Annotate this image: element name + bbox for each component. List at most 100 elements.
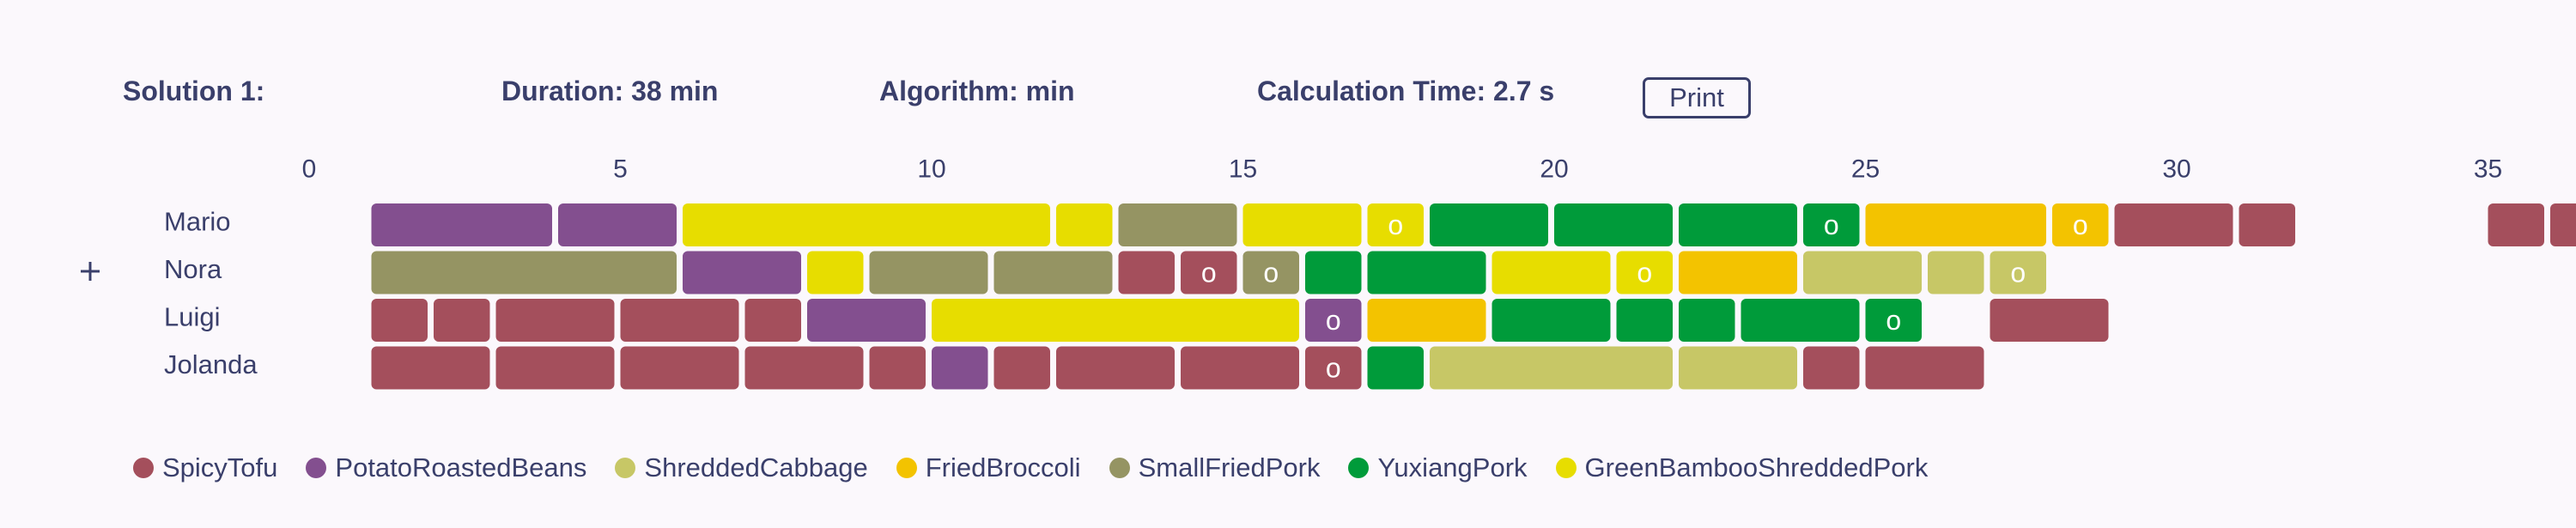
- task-bar: [1430, 203, 1548, 246]
- task-bar: [807, 251, 864, 294]
- legend-swatch: [306, 458, 327, 478]
- task-bar: [1679, 299, 1735, 342]
- task-bar: [1492, 299, 1611, 342]
- print-button[interactable]: Print: [1643, 77, 1751, 118]
- task-bar: [744, 346, 864, 390]
- x-tick-label: 0: [302, 155, 317, 184]
- legend-item: GreenBambooShreddedPork: [1555, 452, 1929, 483]
- task-bar: [1118, 203, 1237, 246]
- task-bar: [1803, 346, 1860, 390]
- legend-item: YuxiangPork: [1348, 452, 1528, 483]
- task-label: o: [1824, 209, 1839, 240]
- duration-label: Duration: 38 min: [501, 76, 719, 106]
- legend-swatch: [1348, 458, 1370, 478]
- task-bar: [1242, 203, 1362, 246]
- task-bar: [620, 346, 739, 390]
- task-bar: [1118, 251, 1175, 294]
- task-bar: [1741, 299, 1860, 342]
- legend-label: YuxiangPork: [1377, 452, 1528, 482]
- task-label: o: [1326, 305, 1341, 336]
- task-bar: [1367, 203, 1424, 246]
- legend-swatch: [615, 458, 636, 478]
- task-bar: [1367, 299, 1486, 342]
- task-bar: [1803, 251, 1922, 294]
- task-bar: [869, 251, 988, 294]
- task-bar: [1865, 203, 2046, 246]
- task-bar: [434, 299, 490, 342]
- task-bar: [1305, 346, 1362, 390]
- legend-label: PotatoRoastedBeans: [335, 452, 587, 482]
- task-label: o: [1201, 258, 1217, 288]
- task-bar: [1990, 299, 2109, 342]
- task-bar: [558, 203, 677, 246]
- task-bar: [1865, 299, 1922, 342]
- task-bar: [2114, 203, 2233, 246]
- task-bar: [1056, 346, 1175, 390]
- legend-swatch: [1109, 458, 1130, 478]
- legend: SpicyTofu PotatoRoastedBeans ShreddedCabba…: [133, 452, 1956, 483]
- task-bar: [1803, 203, 1860, 246]
- task-bar: [371, 203, 552, 246]
- task-bar: [1430, 346, 1673, 390]
- expand-icon[interactable]: [81, 262, 100, 281]
- x-tick-label: 10: [917, 155, 945, 184]
- legend-label: FriedBroccoli: [925, 452, 1081, 482]
- task-bar: [1990, 251, 2046, 294]
- legend-label: SpicyTofu: [162, 452, 278, 482]
- worker-name: Nora: [164, 254, 222, 284]
- task-bar: [683, 203, 1050, 246]
- task-bar: [2550, 203, 2576, 246]
- task-bar: [744, 299, 801, 342]
- task-bar: [1242, 251, 1299, 294]
- calculation-time-label: Calculation Time: 2.7 s: [1257, 76, 1555, 106]
- task-label: o: [2073, 209, 2088, 240]
- legend-label: GreenBambooShreddedPork: [1584, 452, 1929, 482]
- task-bar: [1679, 203, 1797, 246]
- task-bar: [371, 251, 677, 294]
- x-tick-label: 15: [1229, 155, 1257, 184]
- task-label: o: [2010, 258, 2026, 288]
- task-bar: [993, 251, 1113, 294]
- x-tick-label: 20: [1540, 155, 1568, 184]
- legend-swatch: [1555, 458, 1577, 478]
- task-bar: [683, 251, 801, 294]
- task-bar: [993, 346, 1050, 390]
- task-bar: [1305, 299, 1362, 342]
- task-bar: [1679, 251, 1797, 294]
- legend-item: FriedBroccoli: [896, 452, 1081, 483]
- worker-name: Mario: [164, 207, 231, 237]
- solution-label: Solution 1:: [123, 76, 265, 106]
- task-bar: [495, 299, 615, 342]
- task-bar: [371, 346, 490, 390]
- task-bar: [1865, 346, 1984, 390]
- task-bar: [1367, 251, 1486, 294]
- task-bar: [1616, 251, 1673, 294]
- x-tick-label: 30: [2162, 155, 2190, 184]
- task-bar: [807, 299, 926, 342]
- x-tick-label: 35: [2474, 155, 2502, 184]
- task-label: o: [1637, 258, 1652, 288]
- task-bar: [2052, 203, 2109, 246]
- legend-swatch: [133, 458, 154, 478]
- legend-item: PotatoRoastedBeans: [306, 452, 586, 483]
- task-bar: [869, 346, 926, 390]
- task-bar: [1181, 346, 1299, 390]
- task-bar: [1305, 251, 1362, 294]
- task-label: o: [1326, 353, 1341, 384]
- task-bar: [495, 346, 615, 390]
- task-bar: [620, 299, 739, 342]
- task-bar: [2239, 203, 2295, 246]
- task-bar: [2488, 203, 2544, 246]
- task-bar: [932, 299, 1299, 342]
- task-bar: [1181, 251, 1237, 294]
- task-bar: [1492, 251, 1611, 294]
- legend-swatch: [896, 458, 917, 478]
- legend-item: ShreddedCabbage: [615, 452, 868, 483]
- task-bar: [1679, 346, 1797, 390]
- task-bar: [1056, 203, 1113, 246]
- algorithm-label: Algorithm: min: [879, 76, 1075, 106]
- task-bar: [1554, 203, 1673, 246]
- task-bar: [1616, 299, 1673, 342]
